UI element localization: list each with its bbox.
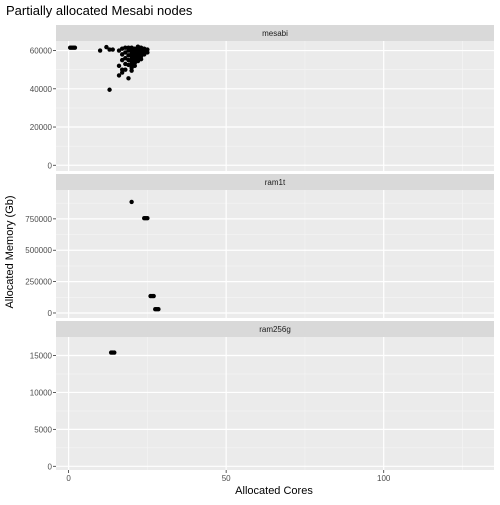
data-point [129,68,134,73]
data-point [110,47,115,52]
data-point [97,48,103,53]
facet-panel-mesabi: mesabi 0 20000 40000 60000 [30,25,494,171]
y-tick-label: 0 [48,462,53,471]
y-tick-label: 15000 [30,351,53,360]
x-tick-label: 50 [222,474,231,483]
data-point [135,58,141,64]
y-tick-label: 40000 [30,85,53,94]
y-tick-label: 60000 [30,47,53,56]
data-point [116,63,122,69]
data-point [112,350,117,355]
y-tick-label: 20000 [30,123,53,132]
facet-panel-ram256g: ram256g 0 5000 10000 15000 [30,321,494,471]
facet-strip-label: mesabi [262,29,288,38]
data-point [126,76,131,81]
facet-strip [56,25,494,41]
panel-background [56,190,494,318]
data-point [119,57,125,63]
data-point [126,48,131,53]
y-tick-label: 5000 [34,425,52,434]
data-point [123,50,128,55]
x-axis-label: Allocated Cores [235,485,313,497]
x-tick-label: 100 [377,474,391,483]
data-point [123,67,128,72]
data-point [119,52,125,57]
data-point [151,293,156,299]
y-axis-label: Allocated Memory (Gb) [4,195,16,308]
data-point [156,307,161,312]
data-point [107,87,112,92]
data-point [116,73,122,78]
data-point [142,52,147,57]
panel-background [56,337,494,470]
y-tick-label: 0 [48,309,53,318]
data-point [72,45,78,50]
y-tick-label: 500000 [25,246,52,255]
data-point [138,56,144,62]
data-point [145,50,150,55]
data-point [123,45,128,50]
y-tick-label: 0 [48,161,53,170]
y-tick-label: 250000 [25,278,52,287]
data-point [129,199,134,205]
y-tick-label: 750000 [25,215,52,224]
x-tick-label: 0 [66,474,71,483]
data-point [107,47,112,52]
data-point [123,56,128,61]
data-point [145,216,150,221]
facet-strip-label: ram1t [265,178,286,187]
x-axis: 0 50 100 [66,470,391,483]
y-tick-label: 10000 [30,388,53,397]
facet-panel-ram1t: ram1t 0 250000 500000 750000 [25,174,494,318]
panel-background [56,41,494,171]
data-point [104,44,109,50]
data-point [132,63,137,69]
chart-title: Partially allocated Mesabi nodes [6,3,193,18]
facet-strip-label: ram256g [259,325,291,334]
data-point [119,70,125,75]
data-point [126,62,131,68]
data-point [116,48,122,53]
facet-strip [56,174,494,190]
facet-panels: mesabi 0 20000 40000 60000 ram1t 0 250000 500000… [25,25,494,471]
facet-strip [56,321,494,337]
